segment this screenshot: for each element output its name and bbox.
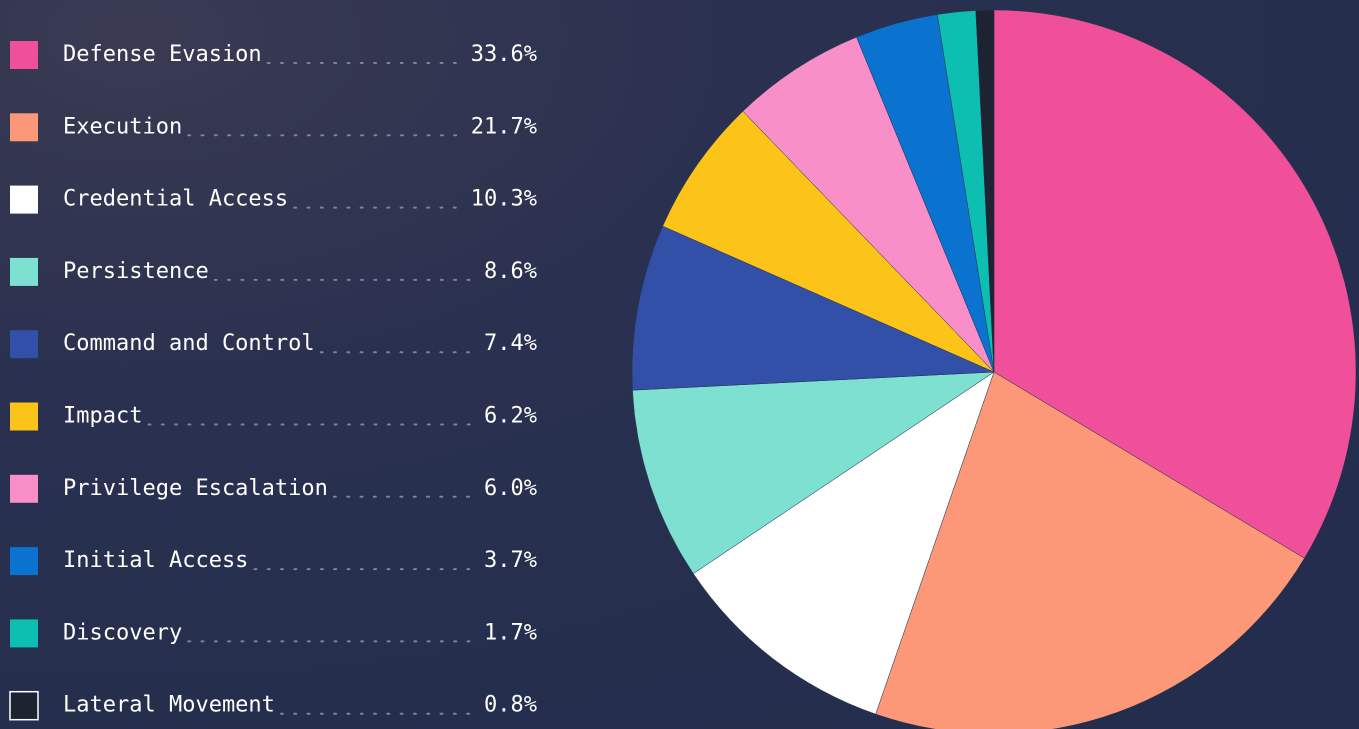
pie-slice <box>975 9 995 373</box>
legend-label: Credential Access <box>63 187 288 212</box>
legend-swatch <box>10 619 38 648</box>
pie-slice <box>993 9 1357 559</box>
legend-swatch <box>10 257 38 286</box>
pie-slice <box>875 371 1305 729</box>
legend-label: Initial Access <box>63 548 248 573</box>
pie-slice <box>692 371 995 715</box>
pie-slice <box>662 110 995 373</box>
legend-value: 21.7% <box>471 114 537 139</box>
legend-label: Execution <box>63 114 182 139</box>
legend-label: Discovery <box>63 620 182 645</box>
legend-value: 10.3% <box>471 187 537 212</box>
legend-swatch <box>9 690 39 721</box>
legend-label: Impact <box>63 404 142 429</box>
legend-label: Persistence <box>63 259 209 284</box>
pie-slice <box>631 225 995 391</box>
legend-label: Command and Control <box>63 331 315 356</box>
legend-swatch <box>10 113 38 142</box>
legend-swatch <box>10 41 38 69</box>
legend-value: 6.0% <box>484 476 537 501</box>
legend-swatch <box>10 330 38 359</box>
legend-label: Privilege Escalation <box>63 476 328 501</box>
legend-value: 8.6% <box>484 259 537 284</box>
legend-value: 0.8% <box>484 693 537 718</box>
legend-label: Lateral Movement <box>63 693 275 718</box>
legend-value: 3.7% <box>484 548 537 573</box>
legend-swatch <box>10 402 38 431</box>
legend-value: 6.2% <box>484 404 537 429</box>
legend-label: Defense Evasion <box>63 42 262 67</box>
legend-value: 33.6% <box>471 42 537 67</box>
legend-value: 7.4% <box>484 331 537 356</box>
pie-slice <box>742 36 995 373</box>
legend-swatch <box>10 474 38 503</box>
pie-slice <box>632 371 995 574</box>
legend-swatch <box>10 547 38 576</box>
legend-swatch <box>10 185 38 214</box>
legend-value: 1.7% <box>484 620 537 645</box>
